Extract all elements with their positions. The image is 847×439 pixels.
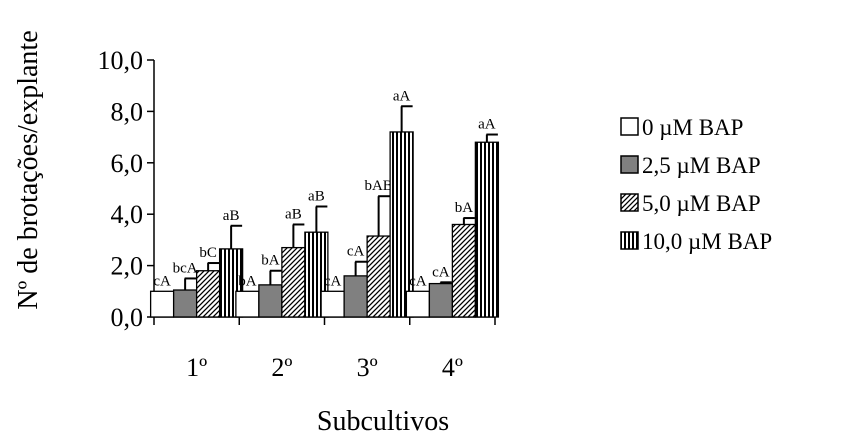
significance-label: aB <box>223 208 240 224</box>
bar <box>235 290 260 318</box>
plot-area: 0,02,04,06,08,010,0cAbcAbCaB1ºbAbAaBaB2º… <box>98 46 500 382</box>
legend-swatch <box>620 117 639 136</box>
category-label: 4º <box>442 353 463 382</box>
bar <box>405 290 431 318</box>
significance-label: cA <box>409 273 427 289</box>
significance-label: cA <box>153 273 171 289</box>
category-label: 2º <box>271 353 292 382</box>
significance-label: aB <box>285 206 302 222</box>
bar <box>195 270 221 318</box>
bar <box>320 290 345 318</box>
legend-swatch <box>620 193 639 212</box>
significance-label: cA <box>324 273 342 289</box>
significance-label: bA <box>455 200 474 216</box>
x-axis-title: Subcultivos <box>317 406 449 437</box>
y-tick-label: 2,0 <box>111 252 144 281</box>
bar <box>474 141 500 318</box>
significance-label: bAB <box>364 178 392 194</box>
significance-label: bC <box>199 245 217 261</box>
legend-label: 0 µM BAP <box>642 115 743 140</box>
bar <box>258 284 283 318</box>
legend-swatch <box>620 231 639 250</box>
bar <box>281 246 306 318</box>
significance-label: aB <box>308 188 325 204</box>
significance-label: aA <box>393 88 411 104</box>
bar <box>366 235 391 318</box>
category-label: 1º <box>186 353 207 382</box>
y-tick-label: 6,0 <box>111 149 144 178</box>
significance-label: bA <box>261 253 280 269</box>
legend-label: 2,5 µM BAP <box>642 153 761 178</box>
y-tick-label: 0,0 <box>111 303 144 332</box>
y-tick-label: 10,0 <box>98 46 144 75</box>
bar <box>451 223 477 318</box>
significance-label: cA <box>347 244 365 260</box>
legend-label: 5,0 µM BAP <box>642 191 761 216</box>
y-axis-title: Nº de brotações/explante <box>13 30 44 309</box>
significance-label: bcA <box>173 260 198 276</box>
bar <box>172 289 198 318</box>
bar <box>428 282 454 318</box>
y-tick-label: 8,0 <box>111 97 144 126</box>
significance-label: bA <box>238 273 257 289</box>
category-label: 3º <box>357 353 378 382</box>
bar <box>343 275 368 318</box>
legend: 0 µM BAP 2,5 µM BAP 5,0 µM BAP 10,0 µM BAP <box>620 115 772 254</box>
significance-label: cA <box>432 264 450 280</box>
significance-label: aA <box>478 117 496 133</box>
bar <box>149 290 175 318</box>
legend-label: 10,0 µM BAP <box>642 229 772 254</box>
y-tick-label: 4,0 <box>111 200 144 229</box>
legend-swatch <box>620 155 639 174</box>
